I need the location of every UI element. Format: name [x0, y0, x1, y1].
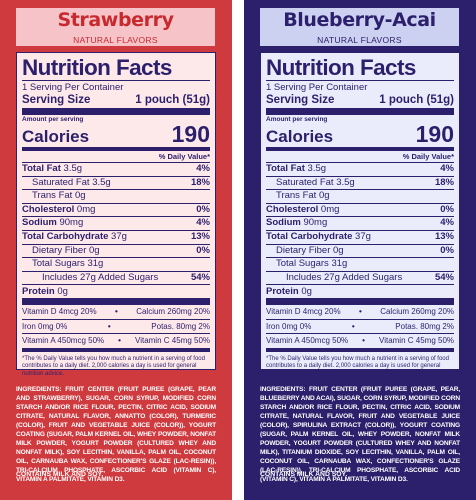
servings-per-container: 1 Serving Per Container	[266, 80, 454, 93]
daily-value-header: % Daily Value*	[22, 151, 210, 163]
calories-row: Calories 190	[266, 121, 454, 147]
serving-size-row: Serving Size 1 pouch (51g)	[266, 93, 454, 107]
nutrient-row-dietary-fiber: Dietary Fiber 0g 0%	[22, 245, 210, 259]
allergen-statement: CONTAINS MILK AND SOY.	[16, 471, 104, 478]
vitamin-row: Vitamin A 450mcg 50% • Vitamin C 45mg 50%	[22, 334, 210, 352]
nutrient-row-added-sugars: Includes 27g Added Sugars 54%	[22, 272, 210, 286]
nutrient-row-total-fat: Total Fat 3.5g 4%	[22, 163, 210, 177]
divider	[266, 108, 454, 115]
serving-size-label: Serving Size	[22, 94, 91, 106]
nutrient-row-trans-fat: Trans Fat 0g	[22, 190, 210, 204]
serving-size-label: Serving Size	[266, 94, 335, 106]
nutrition-facts-title: Nutrition Facts	[22, 55, 172, 80]
flavor-subtitle: NATURAL FLAVORS	[73, 35, 158, 45]
serving-size-row: Serving Size 1 pouch (51g)	[22, 93, 210, 107]
calories-value: 190	[171, 121, 210, 147]
divider	[266, 147, 454, 151]
nutrient-row-total-sugars: Total Sugars 31g	[22, 258, 210, 272]
servings-per-container: 1 Serving Per Container	[22, 80, 210, 93]
nutrient-row-trans-fat: Trans Fat 0g	[266, 190, 454, 204]
vitamin-row: Iron 0mg 0% • Potas. 80mg 2%	[266, 320, 454, 335]
allergen-statement: CONTAINS MILK AND SOY.	[260, 471, 348, 478]
calories-row: Calories 190	[22, 121, 210, 147]
flavor-name: Strawberry	[57, 9, 174, 31]
nutrition-facts-label: Nutrition Facts 1 Serving Per Container …	[16, 52, 216, 377]
calories-label: Calories	[22, 127, 90, 146]
nutrient-row-added-sugars: Includes 27g Added Sugars 54%	[266, 272, 454, 286]
divider	[22, 147, 210, 151]
nutrition-facts-title: Nutrition Facts	[266, 55, 416, 80]
daily-value-footnote: *The % Daily Value tells you how much a …	[22, 355, 205, 377]
flavor-name: Blueberry-Acai	[283, 9, 436, 31]
flavor-label: Strawberry NATURAL FLAVORS	[16, 8, 215, 46]
calories-value: 190	[415, 121, 454, 147]
amount-per-serving: Amount per serving	[266, 116, 328, 123]
nutrition-facts-label: Nutrition Facts 1 Serving Per Container …	[260, 52, 460, 377]
nutrient-row-sodium: Sodium 90mg 4%	[22, 217, 210, 231]
nutrient-row-dietary-fiber: Dietary Fiber 0g 0%	[266, 245, 454, 259]
nutrient-row-total-sugars: Total Sugars 31g	[266, 258, 454, 272]
vitamin-row: Iron 0mg 0% • Potas. 80mg 2%	[22, 320, 210, 335]
nutrient-row-protein: Protein 0g	[266, 285, 454, 306]
vitamin-row: Vitamin D 4mcg 20% • Calcium 260mg 20%	[22, 305, 210, 320]
vitamin-row: Vitamin D 4mcg 20% • Calcium 260mg 20%	[266, 305, 454, 320]
nutrient-row-total-fat: Total Fat 3.5g 4%	[266, 163, 454, 177]
nutrient-row-total-carbohydrate: Total Carbohydrate 37g 13%	[22, 231, 210, 245]
nutrient-row-protein: Protein 0g	[22, 285, 210, 306]
nutrient-row-total-carbohydrate: Total Carbohydrate 37g 13%	[266, 231, 454, 245]
blueberry-acai-panel: Blueberry-Acai NATURAL FLAVORS Nutrition…	[244, 0, 476, 500]
ingredients-text: INGREDIENTS: FRUIT CENTER (FRUIT PUREE (…	[16, 386, 216, 483]
nutrient-row-saturated-fat: Saturated Fat 3.5g 18%	[266, 177, 454, 191]
nutrient-row-saturated-fat: Saturated Fat 3.5g 18%	[22, 177, 210, 191]
strawberry-panel: Strawberry NATURAL FLAVORS Nutrition Fac…	[0, 0, 232, 500]
calories-label: Calories	[266, 127, 334, 146]
nutrient-row-sodium: Sodium 90mg 4%	[266, 217, 454, 231]
nutrient-row-cholesterol: Cholesterol 0mg 0%	[266, 204, 454, 218]
serving-size-value: 1 pouch (51g)	[135, 94, 210, 106]
flavor-subtitle: NATURAL FLAVORS	[317, 35, 402, 45]
vitamin-row: Vitamin A 450mcg 50% • Vitamin C 45mg 50%	[266, 334, 454, 352]
amount-per-serving: Amount per serving	[22, 116, 84, 123]
ingredients-text: INGREDIENTS: FRUIT CENTER (FRUIT PUREE (…	[260, 386, 460, 483]
flavor-label: Blueberry-Acai NATURAL FLAVORS	[260, 8, 459, 46]
divider	[22, 108, 210, 115]
daily-value-header: % Daily Value*	[266, 151, 454, 163]
daily-value-footnote: *The % Daily Value tells you how much a …	[266, 355, 449, 377]
nutrient-row-cholesterol: Cholesterol 0mg 0%	[22, 204, 210, 218]
serving-size-value: 1 pouch (51g)	[379, 94, 454, 106]
